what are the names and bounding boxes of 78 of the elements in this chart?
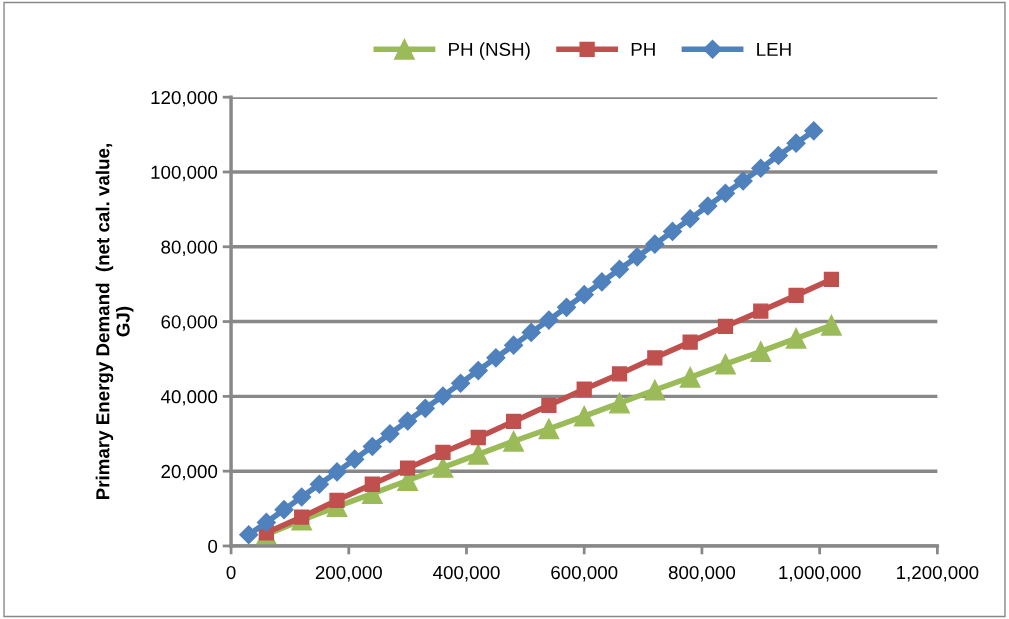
point bbox=[717, 318, 734, 335]
point bbox=[609, 392, 630, 414]
point bbox=[505, 413, 522, 430]
point bbox=[521, 322, 541, 342]
point bbox=[645, 234, 665, 254]
point bbox=[786, 133, 806, 153]
point bbox=[804, 121, 824, 141]
point bbox=[435, 444, 451, 461]
point bbox=[538, 418, 560, 440]
y-tick-label: 0 bbox=[208, 539, 218, 553]
point bbox=[609, 259, 630, 279]
y-tick-label: 100,000 bbox=[151, 165, 218, 182]
point bbox=[467, 443, 489, 465]
point bbox=[573, 405, 595, 427]
point bbox=[680, 209, 700, 229]
y-tick-label: 20,000 bbox=[161, 464, 218, 481]
x-tick-label: 600,000 bbox=[551, 565, 618, 582]
y-tick-label: 40,000 bbox=[160, 390, 218, 406]
point bbox=[733, 171, 753, 191]
point bbox=[486, 348, 506, 368]
legend-label: PH (NSH) bbox=[449, 42, 530, 60]
point bbox=[470, 429, 486, 446]
point bbox=[682, 334, 698, 350]
point bbox=[750, 341, 772, 362]
point bbox=[239, 525, 259, 545]
point bbox=[768, 145, 788, 166]
point bbox=[256, 512, 276, 532]
point bbox=[398, 411, 418, 431]
point bbox=[576, 381, 592, 397]
point bbox=[503, 430, 524, 452]
point bbox=[785, 327, 807, 349]
y-tick-label: 120,000 bbox=[151, 90, 218, 107]
x-tick-label: 400,000 bbox=[433, 565, 500, 582]
point bbox=[345, 449, 365, 469]
point bbox=[647, 350, 663, 366]
point bbox=[362, 436, 382, 457]
point bbox=[451, 373, 471, 393]
legend-label: PH bbox=[631, 42, 655, 56]
point bbox=[820, 314, 842, 336]
point bbox=[679, 366, 701, 388]
point bbox=[753, 303, 769, 319]
point bbox=[433, 386, 453, 406]
point bbox=[662, 221, 683, 241]
point bbox=[541, 397, 557, 413]
point bbox=[292, 487, 312, 507]
point bbox=[823, 271, 840, 287]
point bbox=[592, 272, 612, 292]
point bbox=[539, 310, 559, 330]
x-tick-label: 800,000 bbox=[668, 565, 736, 582]
y-tick-label: 60,000 bbox=[161, 315, 218, 331]
point bbox=[329, 492, 345, 508]
x-tick-label: 0 bbox=[226, 565, 236, 580]
point bbox=[309, 474, 329, 494]
point bbox=[380, 424, 400, 444]
point bbox=[468, 361, 488, 381]
x-tick-label: 200,000 bbox=[315, 565, 382, 582]
point bbox=[364, 476, 380, 492]
point bbox=[611, 366, 628, 382]
point bbox=[715, 183, 736, 203]
y-axis-title: Primary Energy Demand (net cal. value, GJ) bbox=[95, 144, 134, 500]
point bbox=[698, 196, 718, 216]
legend-label: LEH bbox=[757, 42, 791, 56]
point bbox=[415, 398, 435, 418]
x-tick-label: 1,200,000 bbox=[897, 565, 979, 582]
x-tick-label: 1,000,000 bbox=[779, 565, 861, 582]
point bbox=[788, 287, 804, 304]
point bbox=[432, 457, 454, 478]
point bbox=[644, 379, 666, 401]
y-tick-label: 80,000 bbox=[161, 240, 218, 256]
point bbox=[274, 500, 294, 520]
point bbox=[327, 462, 347, 482]
point bbox=[557, 297, 577, 317]
point bbox=[504, 335, 524, 355]
point bbox=[715, 353, 736, 375]
point bbox=[627, 247, 647, 267]
point bbox=[574, 285, 594, 305]
point bbox=[751, 158, 771, 178]
point bbox=[399, 460, 416, 476]
